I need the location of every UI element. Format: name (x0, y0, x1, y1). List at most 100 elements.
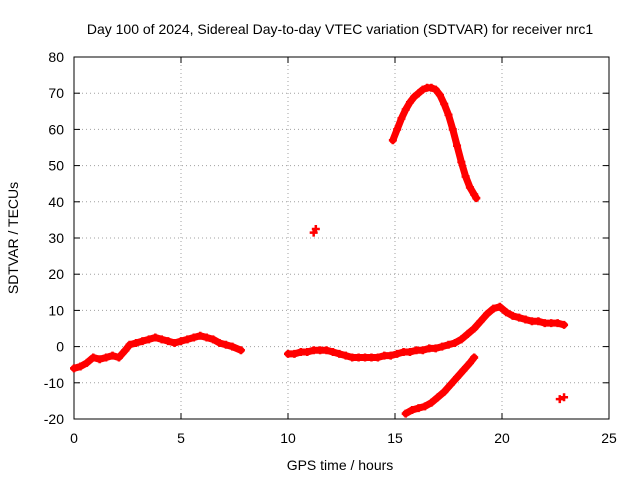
x-tick-label: 5 (177, 430, 185, 446)
data-point (393, 125, 402, 134)
data-point (221, 340, 230, 349)
data-point (438, 342, 447, 351)
y-tick-label: 80 (48, 49, 64, 65)
data-point (463, 329, 472, 338)
x-tick-label: 25 (601, 430, 617, 446)
series-band (70, 332, 245, 372)
data-point (470, 324, 479, 333)
data-point (405, 98, 414, 107)
data-point (465, 358, 474, 367)
data-point (453, 373, 462, 382)
data-point (157, 335, 166, 344)
data-point (89, 353, 98, 362)
data-point (534, 317, 543, 326)
data-point (215, 338, 224, 347)
data-point (189, 333, 198, 342)
data-point (70, 364, 78, 373)
data-point (151, 333, 160, 342)
data-point (397, 114, 406, 123)
data-point (418, 85, 427, 94)
y-tick-label: 50 (48, 158, 64, 174)
data-point (560, 393, 569, 402)
data-point (435, 91, 444, 100)
x-tick-label: 15 (387, 430, 403, 446)
data-point (459, 366, 468, 375)
data-point (420, 402, 429, 411)
data-point (125, 340, 134, 349)
data-point (108, 351, 117, 360)
data-point (82, 358, 91, 367)
data-point (472, 194, 481, 203)
data-point (183, 335, 192, 344)
x-axis-label: GPS time / hours (287, 457, 394, 473)
data-point (236, 346, 245, 355)
data-point (440, 100, 449, 109)
data-point (502, 308, 511, 317)
data-point (414, 89, 423, 98)
y-tick-label: -10 (44, 375, 64, 391)
y-tick-label: 40 (48, 194, 64, 210)
data-point (95, 355, 104, 364)
x-tick-label: 20 (494, 430, 510, 446)
y-tick-label: 60 (48, 121, 64, 137)
data-point (444, 340, 453, 349)
ticks-layer: 0 5 10 15 20 25 -20 -10 0 10 20 30 40 50 60 70 80 (44, 49, 617, 446)
series-band (389, 84, 480, 202)
data-point (138, 337, 147, 346)
data-point (373, 353, 382, 362)
x-tick-label: 0 (70, 430, 78, 446)
data-point (483, 310, 492, 319)
series-main-track (70, 331, 245, 373)
data-point (431, 85, 440, 94)
data-point (418, 346, 427, 355)
data-point (515, 313, 524, 322)
data-point (489, 304, 498, 313)
data-point (555, 395, 564, 404)
data-point (508, 311, 517, 320)
data-point (457, 157, 466, 166)
series-band (402, 353, 478, 418)
data-point (164, 337, 173, 346)
y-tick-label: 70 (48, 85, 64, 101)
y-tick-label: 20 (48, 266, 64, 282)
data-point (444, 110, 453, 119)
data-point (196, 331, 205, 340)
data-point (414, 404, 423, 413)
data-point (470, 353, 479, 362)
data-point (431, 344, 440, 353)
data-point (553, 319, 562, 328)
data-point (410, 92, 419, 101)
data-point (228, 342, 237, 351)
data-point (322, 346, 331, 355)
data-point (290, 349, 299, 358)
data-layer (70, 83, 569, 418)
data-point (521, 315, 530, 324)
data-point (328, 348, 337, 357)
series-descending-low (401, 353, 479, 418)
series-isolated (309, 224, 569, 404)
data-point (341, 351, 350, 360)
y-tick-label: -20 (44, 411, 64, 427)
data-point (401, 105, 410, 114)
data-point (386, 351, 395, 360)
y-tick-label: 30 (48, 230, 64, 246)
chart-title: Day 100 of 2024, Sidereal Day-to-day VTE… (87, 21, 593, 37)
x-tick-label: 10 (280, 430, 296, 446)
data-point (121, 346, 130, 355)
data-point (465, 183, 474, 192)
data-point (202, 333, 211, 342)
data-point (446, 380, 455, 389)
data-point (401, 409, 410, 418)
data-point (440, 387, 449, 396)
data-point (427, 398, 436, 407)
data-point (461, 172, 470, 181)
data-point (335, 349, 344, 358)
data-point (114, 353, 123, 362)
data-point (170, 338, 179, 347)
data-point (303, 348, 312, 357)
data-point (144, 335, 153, 344)
data-point (76, 362, 85, 371)
y-tick-label: 10 (48, 302, 64, 318)
